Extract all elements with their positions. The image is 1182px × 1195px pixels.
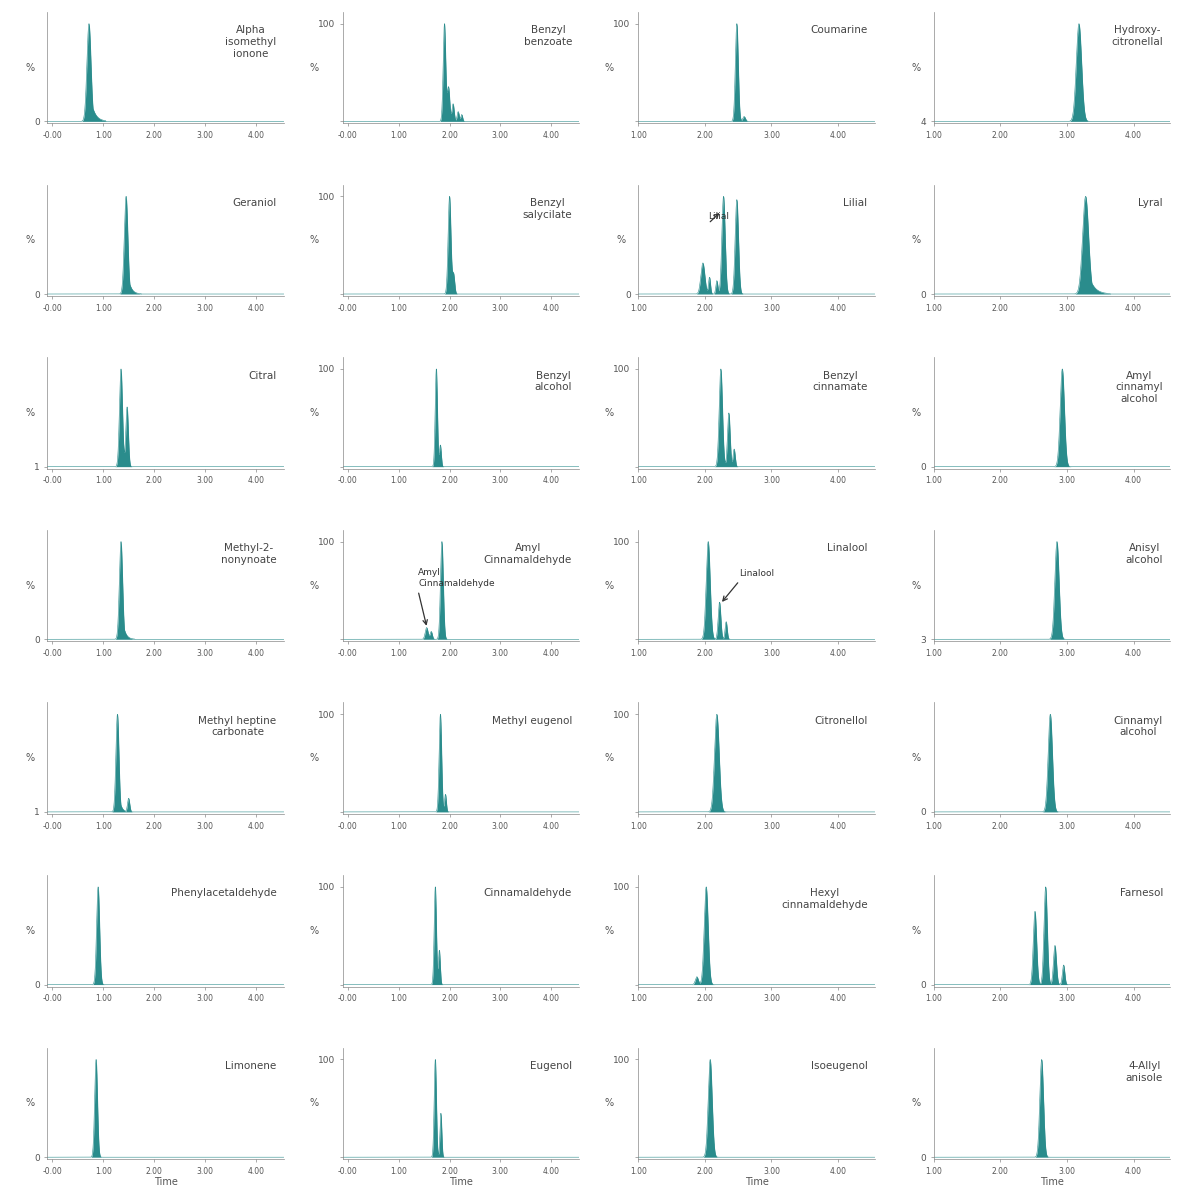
Y-axis label: %: % [25,1098,34,1109]
Y-axis label: %: % [310,407,318,418]
Y-axis label: %: % [310,62,318,73]
Text: Lilial: Lilial [708,212,729,221]
Text: Linalool: Linalool [827,544,868,553]
Text: Amyl
Cinnamaldehyde: Amyl Cinnamaldehyde [483,544,572,565]
Text: Benzyl
cinnamate: Benzyl cinnamate [812,370,868,392]
Y-axis label: %: % [911,62,921,73]
Text: Benzyl
benzoate: Benzyl benzoate [524,25,572,47]
Text: Isoeugenol: Isoeugenol [811,1061,868,1071]
Text: Amyl
cinnamyl
alcohol: Amyl cinnamyl alcohol [1116,370,1163,404]
Y-axis label: %: % [911,581,921,590]
Y-axis label: %: % [25,753,34,764]
Text: 4-Allyl
anisole: 4-Allyl anisole [1125,1061,1163,1083]
Y-axis label: %: % [25,926,34,936]
Y-axis label: %: % [911,926,921,936]
Text: Lyral: Lyral [1138,198,1163,208]
Text: Farnesol: Farnesol [1119,889,1163,899]
Y-axis label: %: % [605,1098,613,1109]
Y-axis label: %: % [25,407,34,418]
Y-axis label: %: % [605,926,613,936]
Text: Amyl
Cinnamaldehyde: Amyl Cinnamaldehyde [418,568,494,588]
Text: Benzyl
salycilate: Benzyl salycilate [522,198,572,220]
Y-axis label: %: % [911,1098,921,1109]
Y-axis label: %: % [310,1098,318,1109]
Y-axis label: %: % [605,62,613,73]
X-axis label: Time: Time [745,1177,768,1187]
Y-axis label: %: % [310,235,318,245]
Text: Hydroxy-
citronellal: Hydroxy- citronellal [1111,25,1163,47]
Y-axis label: %: % [605,407,613,418]
Text: Methyl heptine
carbonate: Methyl heptine carbonate [199,716,277,737]
X-axis label: Time: Time [1040,1177,1064,1187]
Text: Hexyl
cinnamaldehyde: Hexyl cinnamaldehyde [781,889,868,911]
Text: Citral: Citral [248,370,277,380]
Y-axis label: %: % [25,581,34,590]
Y-axis label: %: % [911,235,921,245]
X-axis label: Time: Time [154,1177,177,1187]
Text: Anisyl
alcohol: Anisyl alcohol [1125,544,1163,565]
Text: Benzyl
alcohol: Benzyl alcohol [534,370,572,392]
Text: Citronellol: Citronellol [814,716,868,725]
Y-axis label: %: % [310,926,318,936]
Y-axis label: %: % [310,581,318,590]
Y-axis label: %: % [605,753,613,764]
Text: Methyl-2-
nonynoate: Methyl-2- nonynoate [221,544,277,565]
Y-axis label: %: % [616,235,625,245]
Y-axis label: %: % [605,581,613,590]
Y-axis label: %: % [911,407,921,418]
Text: Eugenol: Eugenol [530,1061,572,1071]
Text: Alpha
isomethyl
ionone: Alpha isomethyl ionone [226,25,277,59]
Y-axis label: %: % [25,235,34,245]
Text: Cinnamaldehyde: Cinnamaldehyde [483,889,572,899]
Text: Methyl eugenol: Methyl eugenol [492,716,572,725]
Text: Lilial: Lilial [844,198,868,208]
Text: Linalool: Linalool [740,569,774,577]
Text: Coumarine: Coumarine [811,25,868,36]
Text: Limonene: Limonene [226,1061,277,1071]
X-axis label: Time: Time [449,1177,473,1187]
Y-axis label: %: % [911,753,921,764]
Y-axis label: %: % [25,62,34,73]
Text: Geraniol: Geraniol [233,198,277,208]
Y-axis label: %: % [310,753,318,764]
Text: Phenylacetaldehyde: Phenylacetaldehyde [171,889,277,899]
Text: Cinnamyl
alcohol: Cinnamyl alcohol [1113,716,1163,737]
